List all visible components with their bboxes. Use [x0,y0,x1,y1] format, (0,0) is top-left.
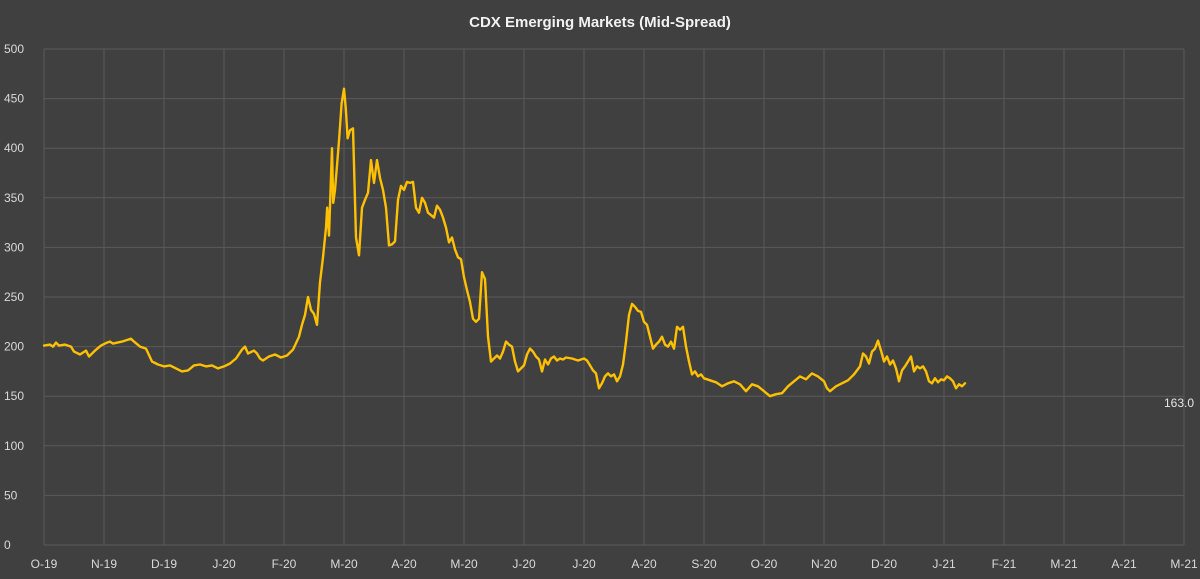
x-tick-label: A-20 [391,557,417,571]
y-tick-label: 0 [4,538,11,552]
x-tick-label: O-20 [751,557,778,571]
x-tick-label: J-21 [932,557,956,571]
y-tick-label: 150 [4,389,24,403]
x-axis-ticks: O-19 N-19 D-19 J-20 F-20 M-20 A-20 M-20 J-20 J-20… [31,557,1198,571]
x-tick-label: M-20 [450,557,478,571]
x-tick-label: M-21 [1050,557,1078,571]
x-tick-label: J-20 [212,557,236,571]
chart-title: CDX Emerging Markets (Mid-Spread) [469,14,731,31]
x-tick-label: N-19 [91,557,117,571]
y-tick-label: 300 [4,240,24,254]
grid-layer [43,48,1185,546]
x-tick-label: J-20 [572,557,596,571]
y-tick-label: 450 [4,92,24,106]
x-tick-label: M-20 [330,557,358,571]
y-tick-label: 200 [4,340,24,354]
x-tick-label: J-20 [512,557,536,571]
x-tick-label: F-20 [272,557,297,571]
y-tick-label: 100 [4,439,24,453]
x-tick-label: D-20 [871,557,897,571]
y-tick-label: 400 [4,141,24,155]
x-tick-label: A-20 [631,557,657,571]
x-tick-label: A-21 [1111,557,1137,571]
y-axis-ticks: 0 50 100 150 200 250 300 350 400 450 500 [4,42,24,552]
y-tick-label: 350 [4,191,24,205]
x-tick-label: D-19 [151,557,177,571]
last-value-label: 163.0 [1164,396,1194,410]
y-tick-label: 500 [4,42,24,56]
y-tick-label: 50 [4,488,18,502]
x-tick-label: F-21 [992,557,1017,571]
x-tick-label: S-20 [691,557,717,571]
y-tick-label: 250 [4,290,24,304]
series-layer [42,87,967,398]
x-tick-label: N-20 [811,557,837,571]
series-line-0 [42,87,967,398]
x-tick-label: M-21 [1170,557,1198,571]
x-tick-label: O-19 [31,557,58,571]
